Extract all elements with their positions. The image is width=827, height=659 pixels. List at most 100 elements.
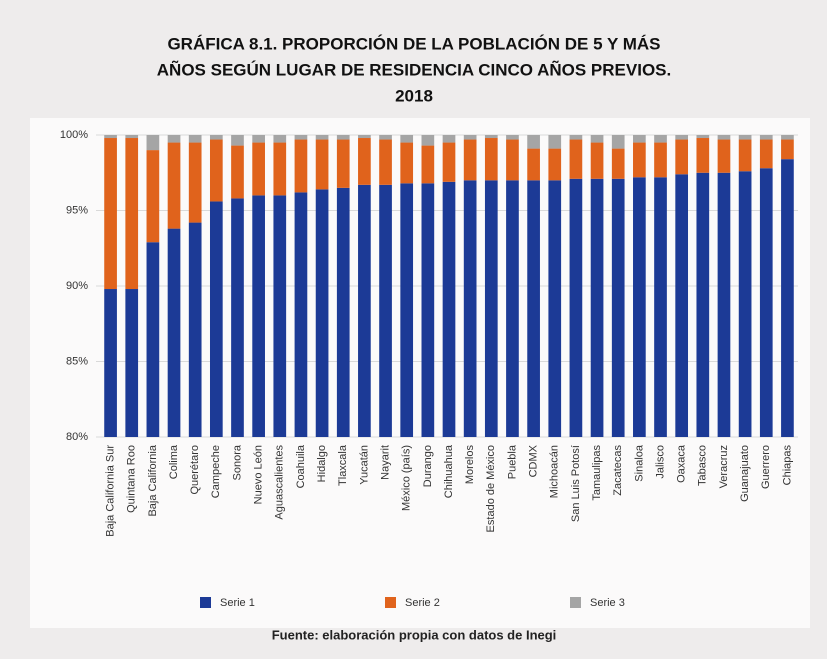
bar-segment bbox=[209, 201, 223, 437]
bar-segment bbox=[506, 139, 519, 181]
bar-segment bbox=[209, 135, 223, 140]
bar-segment bbox=[611, 135, 625, 149]
bar-segment bbox=[421, 135, 435, 146]
bar-segment bbox=[506, 180, 519, 438]
chart-title: 2018 bbox=[395, 86, 433, 105]
x-tick-label: Chihuahua bbox=[443, 444, 455, 498]
bar-segment bbox=[506, 135, 519, 140]
x-tick-label: Hidalgo bbox=[316, 445, 328, 482]
bar-segment bbox=[484, 135, 498, 139]
bar-segment bbox=[738, 171, 752, 438]
bar-segment bbox=[400, 142, 414, 184]
bar-segment bbox=[294, 135, 308, 140]
bar-segment bbox=[379, 184, 392, 437]
bar-segment bbox=[717, 139, 731, 173]
bar-segment bbox=[633, 135, 646, 143]
y-tick-label: 90% bbox=[66, 280, 88, 292]
bar-segment bbox=[125, 289, 139, 437]
x-tick-label: Colima bbox=[168, 444, 180, 479]
x-tick-label: Guanajuato bbox=[739, 445, 751, 502]
bar-segment bbox=[675, 139, 689, 175]
bar-segment bbox=[315, 135, 329, 140]
bar-segment bbox=[781, 159, 794, 437]
x-tick-label: Coahuila bbox=[295, 444, 307, 488]
y-tick-label: 95% bbox=[66, 204, 88, 216]
bar-segment bbox=[759, 139, 773, 169]
bar-segment bbox=[421, 183, 435, 437]
bar-segment bbox=[738, 135, 752, 140]
bar-segment bbox=[104, 135, 117, 139]
x-tick-label: Chiapas bbox=[781, 445, 793, 486]
x-tick-label: Zacatecas bbox=[612, 445, 624, 496]
bar-segment bbox=[781, 135, 794, 140]
bar-segment bbox=[379, 135, 392, 140]
bar-segment bbox=[125, 135, 139, 139]
y-tick-label: 85% bbox=[66, 355, 88, 367]
bar-segment bbox=[358, 135, 371, 139]
bar-segment bbox=[527, 148, 540, 181]
x-tick-label: Sinaloa bbox=[633, 444, 645, 482]
bar-segment bbox=[167, 142, 181, 229]
legend-label: Serie 3 bbox=[590, 597, 625, 609]
x-tick-label: San Luis Potosí bbox=[570, 445, 582, 522]
chart-title: AÑOS SEGÚN LUGAR DE RESIDENCIA CINCO AÑO… bbox=[157, 59, 671, 79]
bar-segment bbox=[590, 135, 604, 143]
bar-segment bbox=[379, 139, 392, 185]
bar-segment bbox=[336, 187, 350, 437]
bar-segment bbox=[675, 135, 689, 140]
x-tick-label: Puebla bbox=[506, 444, 518, 479]
x-tick-label: Oaxaca bbox=[676, 444, 688, 483]
x-tick-label: Nayarit bbox=[379, 445, 391, 480]
x-tick-label: México (país) bbox=[401, 445, 413, 511]
bar-segment bbox=[252, 142, 265, 196]
bar-segment bbox=[125, 138, 139, 290]
bar-segment bbox=[442, 142, 456, 182]
bar-segment bbox=[633, 142, 646, 178]
bar-segment bbox=[484, 180, 498, 438]
bar-segment bbox=[569, 178, 583, 438]
bar-segment bbox=[209, 139, 223, 202]
x-tick-label: Veracruz bbox=[718, 445, 730, 488]
bar-segment bbox=[590, 178, 604, 438]
bar-segment bbox=[696, 135, 710, 139]
x-tick-label: Tabasco bbox=[697, 445, 709, 486]
bar-segment bbox=[759, 135, 773, 140]
bar-segment bbox=[442, 135, 456, 143]
bar-segment bbox=[463, 135, 477, 140]
bar-segment bbox=[484, 138, 498, 181]
x-tick-label: Jalisco bbox=[654, 445, 666, 479]
bar-segment bbox=[231, 145, 244, 199]
y-tick-label: 100% bbox=[60, 129, 88, 141]
bar-segment bbox=[781, 139, 794, 160]
legend-label: Serie 2 bbox=[405, 597, 440, 609]
bar-segment bbox=[252, 135, 265, 143]
bar-segment bbox=[294, 192, 308, 437]
legend-swatch bbox=[385, 597, 396, 608]
x-tick-label: Michoacán bbox=[549, 445, 561, 498]
legend-label: Serie 1 bbox=[220, 597, 255, 609]
x-tick-label: Baja California Sur bbox=[104, 445, 116, 537]
bar-segment bbox=[104, 289, 117, 437]
chart-title: GRÁFICA 8.1. PROPORCIÓN DE LA POBLACIÓN … bbox=[167, 34, 660, 53]
bar-segment bbox=[146, 150, 160, 243]
bar-segment bbox=[527, 180, 540, 438]
bar-segment bbox=[358, 138, 371, 185]
x-tick-label: Campeche bbox=[210, 445, 222, 498]
bar-segment bbox=[252, 195, 265, 437]
x-tick-label: CDMX bbox=[528, 444, 540, 477]
bar-segment bbox=[167, 135, 181, 143]
x-tick-label: Querétaro bbox=[189, 445, 201, 495]
x-tick-label: Aguascalientes bbox=[274, 445, 286, 520]
bar-segment bbox=[548, 135, 562, 149]
bar-segment bbox=[167, 228, 181, 437]
y-tick-label: 80% bbox=[66, 431, 88, 443]
x-tick-label: Quintana Roo bbox=[126, 445, 138, 513]
bar-segment bbox=[527, 135, 540, 149]
bar-segment bbox=[717, 135, 731, 140]
bar-segment bbox=[231, 198, 244, 437]
bar-segment bbox=[315, 189, 329, 437]
bar-segment bbox=[231, 135, 244, 146]
x-tick-label: Estado de México bbox=[485, 445, 497, 532]
bar-segment bbox=[188, 142, 202, 223]
